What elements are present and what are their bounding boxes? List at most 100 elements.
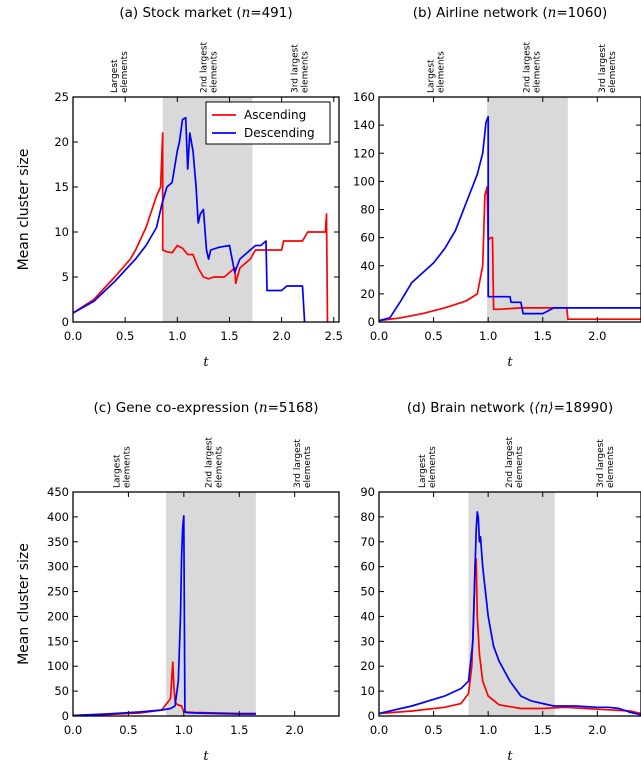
y-tick-label: 0 — [368, 315, 375, 329]
region-annotation: Largestelements — [113, 446, 133, 488]
annotation-line: 3rd largest — [596, 439, 606, 488]
y-tick-label: 150 — [47, 634, 69, 648]
title-variable: n — [242, 5, 251, 21]
x-tick-label: 1.0 — [479, 329, 497, 343]
y-tick-label: 0 — [62, 315, 69, 329]
region-annotation: 2nd largestelements — [523, 41, 543, 93]
y-tick-label: 400 — [47, 510, 69, 524]
y-tick-label: 120 — [353, 146, 375, 160]
region-annotation: Largestelements — [427, 51, 447, 93]
y-tick-label: 140 — [353, 118, 375, 132]
title-value: =5168) — [268, 400, 319, 416]
annotation-line: elements — [437, 51, 447, 93]
region-annotation: 3rd largestelements — [293, 439, 313, 488]
y-tick-label: 100 — [47, 659, 69, 673]
annotation-line: elements — [300, 51, 310, 93]
shaded-region — [166, 492, 256, 716]
x-axis-label: t — [203, 355, 209, 370]
annotation-line: elements — [210, 51, 220, 93]
annotation-line: 2nd largest — [523, 41, 533, 93]
region-annotation: 2nd largestelements — [205, 436, 225, 488]
x-tick-label: 0.5 — [116, 329, 134, 343]
title-value: =491) — [250, 5, 292, 21]
title-text: (d) Brain network ( — [407, 400, 534, 416]
panel-a: 0.0 0.5 1.0 1.5 2.0 2.50510152025Largesteleme… — [16, 5, 343, 370]
y-tick-label: 200 — [47, 609, 69, 623]
title-variable: n — [259, 400, 268, 416]
x-tick-label: 1.5 — [220, 329, 238, 343]
x-tick-label: 2.0 — [588, 723, 606, 737]
y-tick-label: 450 — [47, 485, 69, 499]
x-tick-label: 0.0 — [370, 329, 388, 343]
y-tick-label: 30 — [360, 634, 375, 648]
y-tick-label: 60 — [360, 560, 375, 574]
x-tick-label: 0.5 — [424, 723, 442, 737]
annotation-line: 3rd largest — [290, 44, 300, 93]
y-tick-label: 70 — [360, 535, 375, 549]
y-tick-label: 60 — [360, 231, 375, 245]
x-tick-label: 2.0 — [588, 329, 606, 343]
y-tick-label: 40 — [360, 609, 375, 623]
title-value: =1060) — [556, 5, 607, 21]
y-tick-label: 20 — [360, 659, 375, 673]
x-tick-label: 0.0 — [370, 723, 388, 737]
y-tick-label: 20 — [54, 135, 69, 149]
y-axis-label: Mean cluster size — [16, 149, 32, 271]
x-axis-label: t — [507, 749, 513, 764]
y-tick-label: 50 — [54, 684, 69, 698]
x-tick-label: 1.0 — [175, 723, 193, 737]
y-tick-label: 15 — [54, 180, 69, 194]
y-tick-label: 160 — [353, 90, 375, 104]
annotation-line: elements — [533, 51, 543, 93]
y-tick-label: 100 — [353, 174, 375, 188]
x-tick-label: 2.0 — [272, 329, 290, 343]
y-tick-label: 250 — [47, 585, 69, 599]
x-tick-label: 0.5 — [119, 723, 137, 737]
shaded-region — [487, 97, 568, 322]
y-tick-label: 25 — [54, 90, 69, 104]
legend-label: Ascending — [244, 108, 306, 122]
title-text: (c) Gene co-expression ( — [94, 400, 259, 416]
annotation-line: 3rd largest — [293, 439, 303, 488]
y-tick-label: 0 — [62, 709, 69, 723]
y-tick-label: 50 — [360, 585, 375, 599]
x-axis-label: t — [203, 749, 209, 764]
panel-title: (b) Airline network (n=1060) — [413, 5, 608, 21]
annotation-line: 2nd largest — [200, 41, 210, 93]
annotation-line: 2nd largest — [505, 436, 515, 488]
legend: Ascending Descending — [206, 102, 330, 144]
x-tick-label: 2.0 — [286, 723, 304, 737]
annotation-line: Largest — [110, 59, 120, 93]
x-tick-label: 0.0 — [64, 723, 82, 737]
y-tick-label: 80 — [360, 510, 375, 524]
y-tick-label: 20 — [360, 287, 375, 301]
panel-title: (c) Gene co-expression (n=5168) — [94, 400, 319, 416]
y-tick-label: 350 — [47, 535, 69, 549]
annotation-line: elements — [428, 446, 438, 488]
region-annotation: Largestelements — [418, 446, 438, 488]
annotation-line: elements — [606, 446, 616, 488]
region-annotation: 3rd largestelements — [596, 439, 616, 488]
y-tick-label: 10 — [360, 684, 375, 698]
title-text: (b) Airline network ( — [413, 5, 548, 21]
region-annotation: 2nd largestelements — [505, 436, 525, 488]
title-variable: n — [548, 5, 557, 21]
x-tick-label: 1.5 — [534, 329, 552, 343]
y-tick-label: 300 — [47, 560, 69, 574]
panel-d: 0.0 0.5 1.0 1.5 2.0 0 10 20 30 40 50 60 70 80 90 Larges… — [360, 400, 641, 764]
annotation-line: Largest — [418, 454, 428, 488]
annotation-line: Largest — [113, 454, 123, 488]
annotation-line: Largest — [427, 59, 437, 93]
x-tick-label: 1.5 — [230, 723, 248, 737]
y-tick-label: 10 — [54, 225, 69, 239]
region-annotation: 3rd largestelements — [598, 44, 618, 93]
x-tick-label: 0.0 — [64, 329, 82, 343]
panel-b: 0.0 0.5 1.0 1.5 2.0 0 20 40 60 80 100 120 140 160 Larg… — [353, 5, 641, 370]
annotation-line: elements — [515, 446, 525, 488]
annotation-line: elements — [608, 51, 618, 93]
y-tick-label: 5 — [62, 270, 69, 284]
annotation-line: elements — [120, 51, 130, 93]
y-tick-label: 0 — [368, 709, 375, 723]
title-text: (a) Stock market ( — [119, 5, 241, 21]
x-tick-label: 1.5 — [534, 723, 552, 737]
